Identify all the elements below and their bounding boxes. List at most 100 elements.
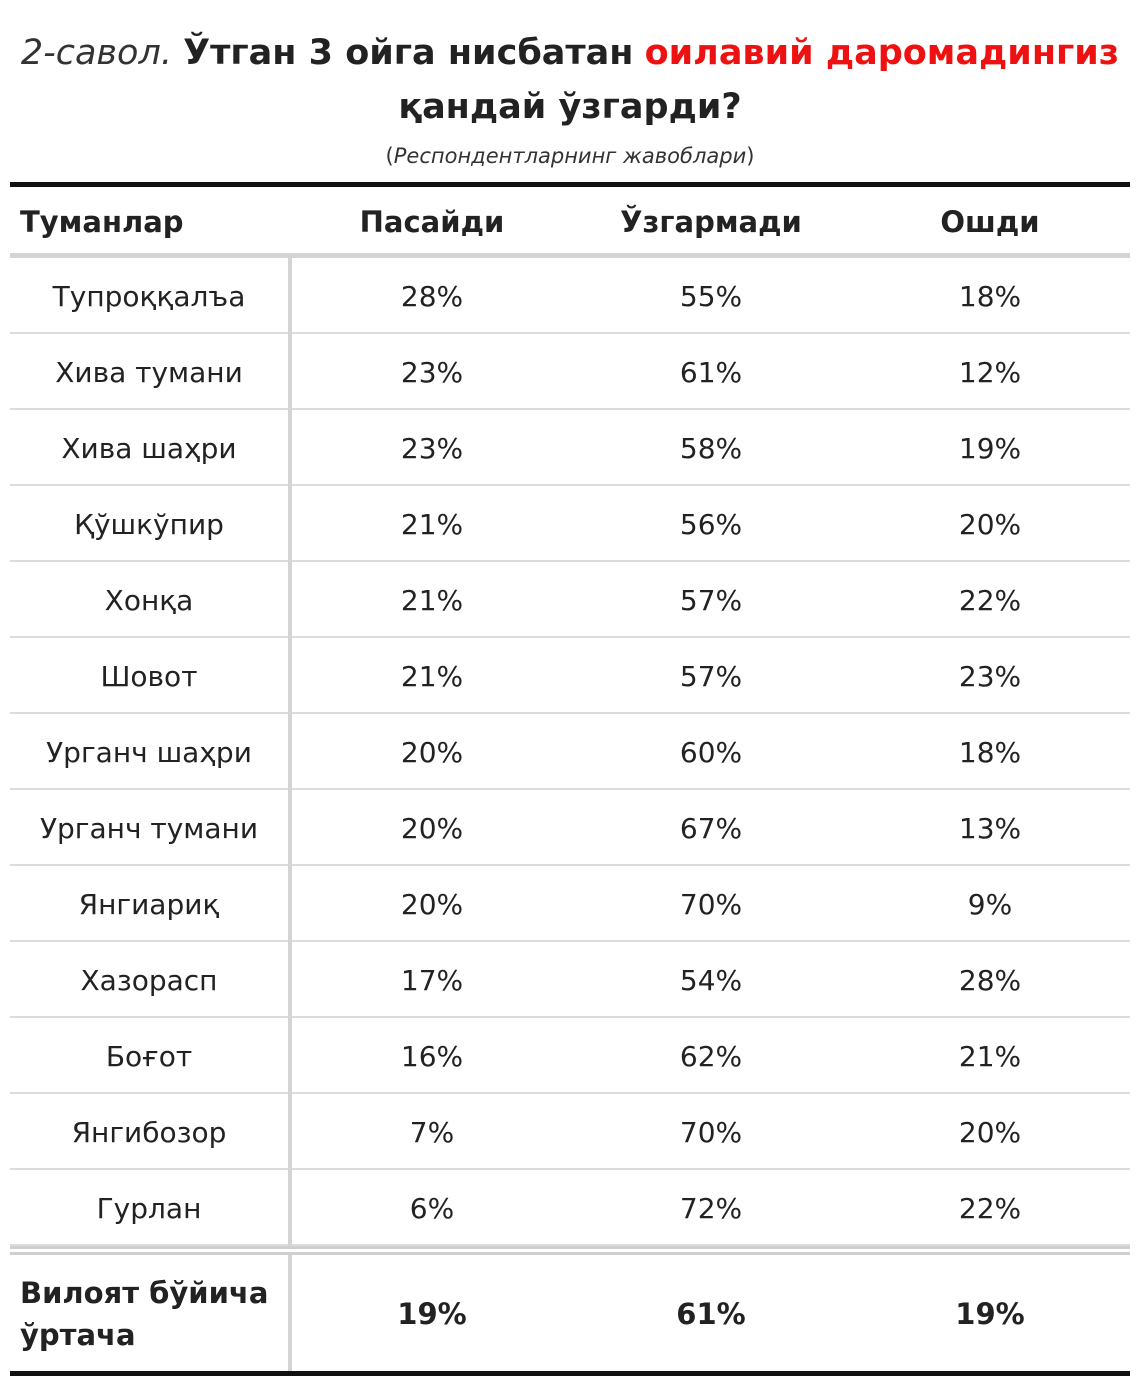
district-cell: Янгибозор [71, 1116, 227, 1149]
table-row: Хазорасп 17% 54% 28% [10, 942, 1130, 1018]
unchanged-cell: 62% [679, 1040, 743, 1073]
header-increased: Ошди [940, 205, 1040, 239]
unchanged-cell: 58% [679, 432, 743, 465]
header-districts: Туманлар [20, 205, 184, 239]
district-cell: Урганч шаҳри [46, 736, 252, 769]
increased-cell: 12% [958, 356, 1022, 389]
row-divider [10, 940, 1130, 942]
district-cell: Тупроққалъа [52, 280, 246, 313]
table-row: Хонқа 21% 57% 22% [10, 562, 1130, 638]
row-divider [10, 484, 1130, 486]
district-cell: Қўшкўпир [74, 508, 224, 541]
unchanged-cell: 54% [679, 964, 743, 997]
increased-cell: 23% [958, 660, 1022, 693]
table-total-row: Вилоят бўйича ўртача 19% 61% 19% [10, 1255, 1130, 1373]
table-header-row: Туманлар Пасайди Ўзгармади Ошди [10, 187, 1130, 253]
table-row: Қўшкўпир 21% 56% 20% [10, 486, 1130, 562]
decreased-cell: 20% [400, 736, 464, 769]
first-column-divider-total [288, 1255, 292, 1371]
increased-cell: 19% [958, 432, 1022, 465]
total-label: Вилоят бўйича ўртача [20, 1255, 288, 1373]
title-highlight: оилавий даромадингиз [644, 33, 1120, 73]
row-divider [10, 1092, 1130, 1094]
total-label-line-2: ўртача [20, 1318, 136, 1352]
decreased-cell: 17% [400, 964, 464, 997]
table-row: Янгибозор 7% 70% 20% [10, 1094, 1130, 1170]
unchanged-cell: 56% [679, 508, 743, 541]
increased-cell: 21% [958, 1040, 1022, 1073]
first-column-divider [288, 258, 292, 1246]
table-top-rule [10, 182, 1130, 187]
chart-title: 2-савол. Ўтган 3 ойга нисбатан оилавий д… [0, 26, 1140, 134]
title-line-2: қандай ўзгарди? [0, 80, 1140, 134]
district-cell: Хива тумани [55, 356, 243, 389]
unchanged-cell: 70% [679, 888, 743, 921]
row-divider [10, 788, 1130, 790]
table-row: Урганч тумани 20% 67% 13% [10, 790, 1130, 866]
decreased-cell: 23% [400, 432, 464, 465]
decreased-cell: 6% [409, 1192, 455, 1225]
table-row: Гурлан 6% 72% 22% [10, 1170, 1130, 1246]
row-divider [10, 712, 1130, 714]
table-row: Шовот 21% 57% 23% [10, 638, 1130, 714]
district-cell: Хазорасп [80, 964, 218, 997]
header-unchanged: Ўзгармади [620, 205, 802, 239]
table-row: Янгиариқ 20% 70% 9% [10, 866, 1130, 942]
table-row: Урганч шаҳри 20% 60% 18% [10, 714, 1130, 790]
table-row: Боғот 16% 62% 21% [10, 1018, 1130, 1094]
unchanged-cell: 72% [679, 1192, 743, 1225]
decreased-cell: 20% [400, 812, 464, 845]
decreased-cell: 21% [400, 508, 464, 541]
row-divider [10, 560, 1130, 562]
increased-cell: 28% [958, 964, 1022, 997]
table-row: Тупроққалъа 28% 55% 18% [10, 258, 1130, 334]
total-separator-line-2 [10, 1252, 1130, 1255]
table-bottom-rule [10, 1371, 1130, 1376]
total-unchanged: 61% [676, 1297, 746, 1331]
header-decreased: Пасайди [359, 205, 505, 239]
unchanged-cell: 60% [679, 736, 743, 769]
total-label-line-1: Вилоят бўйича [20, 1276, 269, 1310]
decreased-cell: 7% [409, 1116, 455, 1149]
row-divider [10, 864, 1130, 866]
increased-cell: 22% [958, 1192, 1022, 1225]
decreased-cell: 21% [400, 584, 464, 617]
increased-cell: 18% [958, 280, 1022, 313]
total-separator [10, 1246, 1130, 1255]
decreased-cell: 16% [400, 1040, 464, 1073]
increased-cell: 22% [958, 584, 1022, 617]
row-divider [10, 1016, 1130, 1018]
subtitle-text: Респондентларнинг жавоблари [393, 144, 747, 168]
increased-cell: 9% [967, 888, 1013, 921]
unchanged-cell: 61% [679, 356, 743, 389]
increased-cell: 18% [958, 736, 1022, 769]
district-cell: Янгиариқ [78, 888, 220, 921]
row-divider [10, 408, 1130, 410]
decreased-cell: 23% [400, 356, 464, 389]
district-cell: Хива шаҳри [61, 432, 237, 465]
increased-cell: 20% [958, 508, 1022, 541]
question-number: 2-савол. [20, 33, 172, 73]
unchanged-cell: 57% [679, 660, 743, 693]
district-cell: Гурлан [96, 1192, 202, 1225]
district-cell: Урганч тумани [39, 812, 259, 845]
total-decreased: 19% [397, 1297, 467, 1331]
decreased-cell: 20% [400, 888, 464, 921]
unchanged-cell: 67% [679, 812, 743, 845]
unchanged-cell: 70% [679, 1116, 743, 1149]
title-part-1: Ўтган 3 ойга нисбатан [183, 33, 634, 73]
unchanged-cell: 57% [679, 584, 743, 617]
table-row: Хива тумани 23% 61% 12% [10, 334, 1130, 410]
district-cell: Боғот [105, 1040, 193, 1073]
row-divider [10, 636, 1130, 638]
subtitle-close-paren: ) [746, 144, 755, 168]
title-line-1: 2-савол. Ўтган 3 ойга нисбатан оилавий д… [0, 26, 1140, 80]
header-separator [10, 253, 1130, 258]
row-divider [10, 1244, 1130, 1246]
row-divider [10, 332, 1130, 334]
district-cell: Шовот [100, 660, 198, 693]
subtitle-open-paren: ( [385, 144, 394, 168]
title-part-2: қандай ўзгарди? [398, 87, 742, 127]
total-separator-line-1 [10, 1246, 1130, 1249]
total-increased: 19% [955, 1297, 1025, 1331]
